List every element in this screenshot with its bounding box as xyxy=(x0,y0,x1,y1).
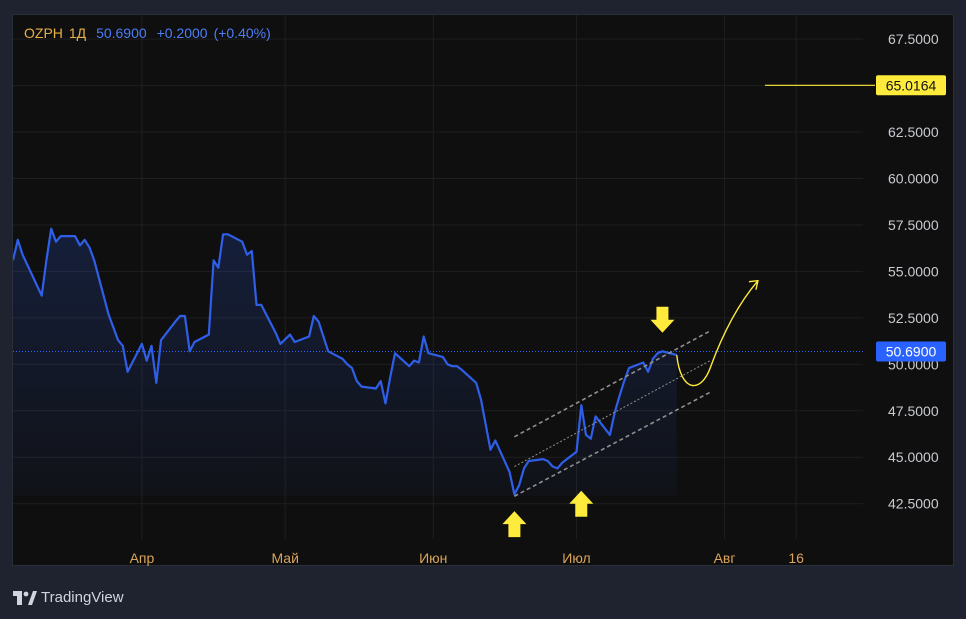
forecast-arrowhead xyxy=(748,279,759,290)
level-price-tag: 65.0164 xyxy=(886,77,937,93)
down-arrow-marker[interactable] xyxy=(650,306,675,333)
change-percent: (+0.40%) xyxy=(213,25,271,41)
y-tick-label: 45.0000 xyxy=(888,449,939,465)
tradingview-logo[interactable]: TradingView xyxy=(13,589,124,606)
y-tick-label: 60.0000 xyxy=(888,171,939,187)
chart-header: OZPH 1Д 50.6900 +0.2000 (+0.40%) xyxy=(24,25,277,41)
up-arrow-marker[interactable] xyxy=(502,511,527,538)
x-tick-label: Май xyxy=(271,550,298,566)
y-tick-label: 67.5000 xyxy=(888,31,939,47)
y-tick-label: 55.0000 xyxy=(888,263,939,279)
price-line[interactable] xyxy=(13,227,678,496)
x-tick-label: Авг xyxy=(714,550,736,566)
brand-name: TradingView xyxy=(41,589,124,606)
channel-mid-line[interactable] xyxy=(514,360,711,467)
change-value: +0.2000 xyxy=(156,25,208,41)
up-arrow-marker[interactable] xyxy=(569,490,594,517)
tradingview-icon xyxy=(13,590,37,605)
channel-upper-line[interactable] xyxy=(514,330,711,438)
current-price-tag: 50.6900 xyxy=(886,344,937,360)
y-tick-label: 47.5000 xyxy=(888,403,939,419)
y-tick-label: 52.5000 xyxy=(888,310,939,326)
x-tick-label: Апр xyxy=(130,550,155,566)
x-tick-label: 16 xyxy=(788,550,804,566)
price-value: 50.6900 xyxy=(96,25,147,41)
symbol-label[interactable]: OZPH xyxy=(24,25,63,41)
x-tick-label: Июн xyxy=(419,550,447,566)
forecast-curve[interactable] xyxy=(676,280,759,387)
interval-label[interactable]: 1Д xyxy=(68,25,87,41)
level-price-tag-bg xyxy=(876,75,946,96)
channel-lower-line[interactable] xyxy=(514,391,711,497)
y-tick-label: 42.5000 xyxy=(888,496,939,512)
y-tick-label: 62.5000 xyxy=(888,124,939,140)
x-tick-label: Июл xyxy=(562,550,590,566)
current-price-tag-bg xyxy=(876,341,946,362)
y-tick-label: 57.5000 xyxy=(888,217,939,233)
